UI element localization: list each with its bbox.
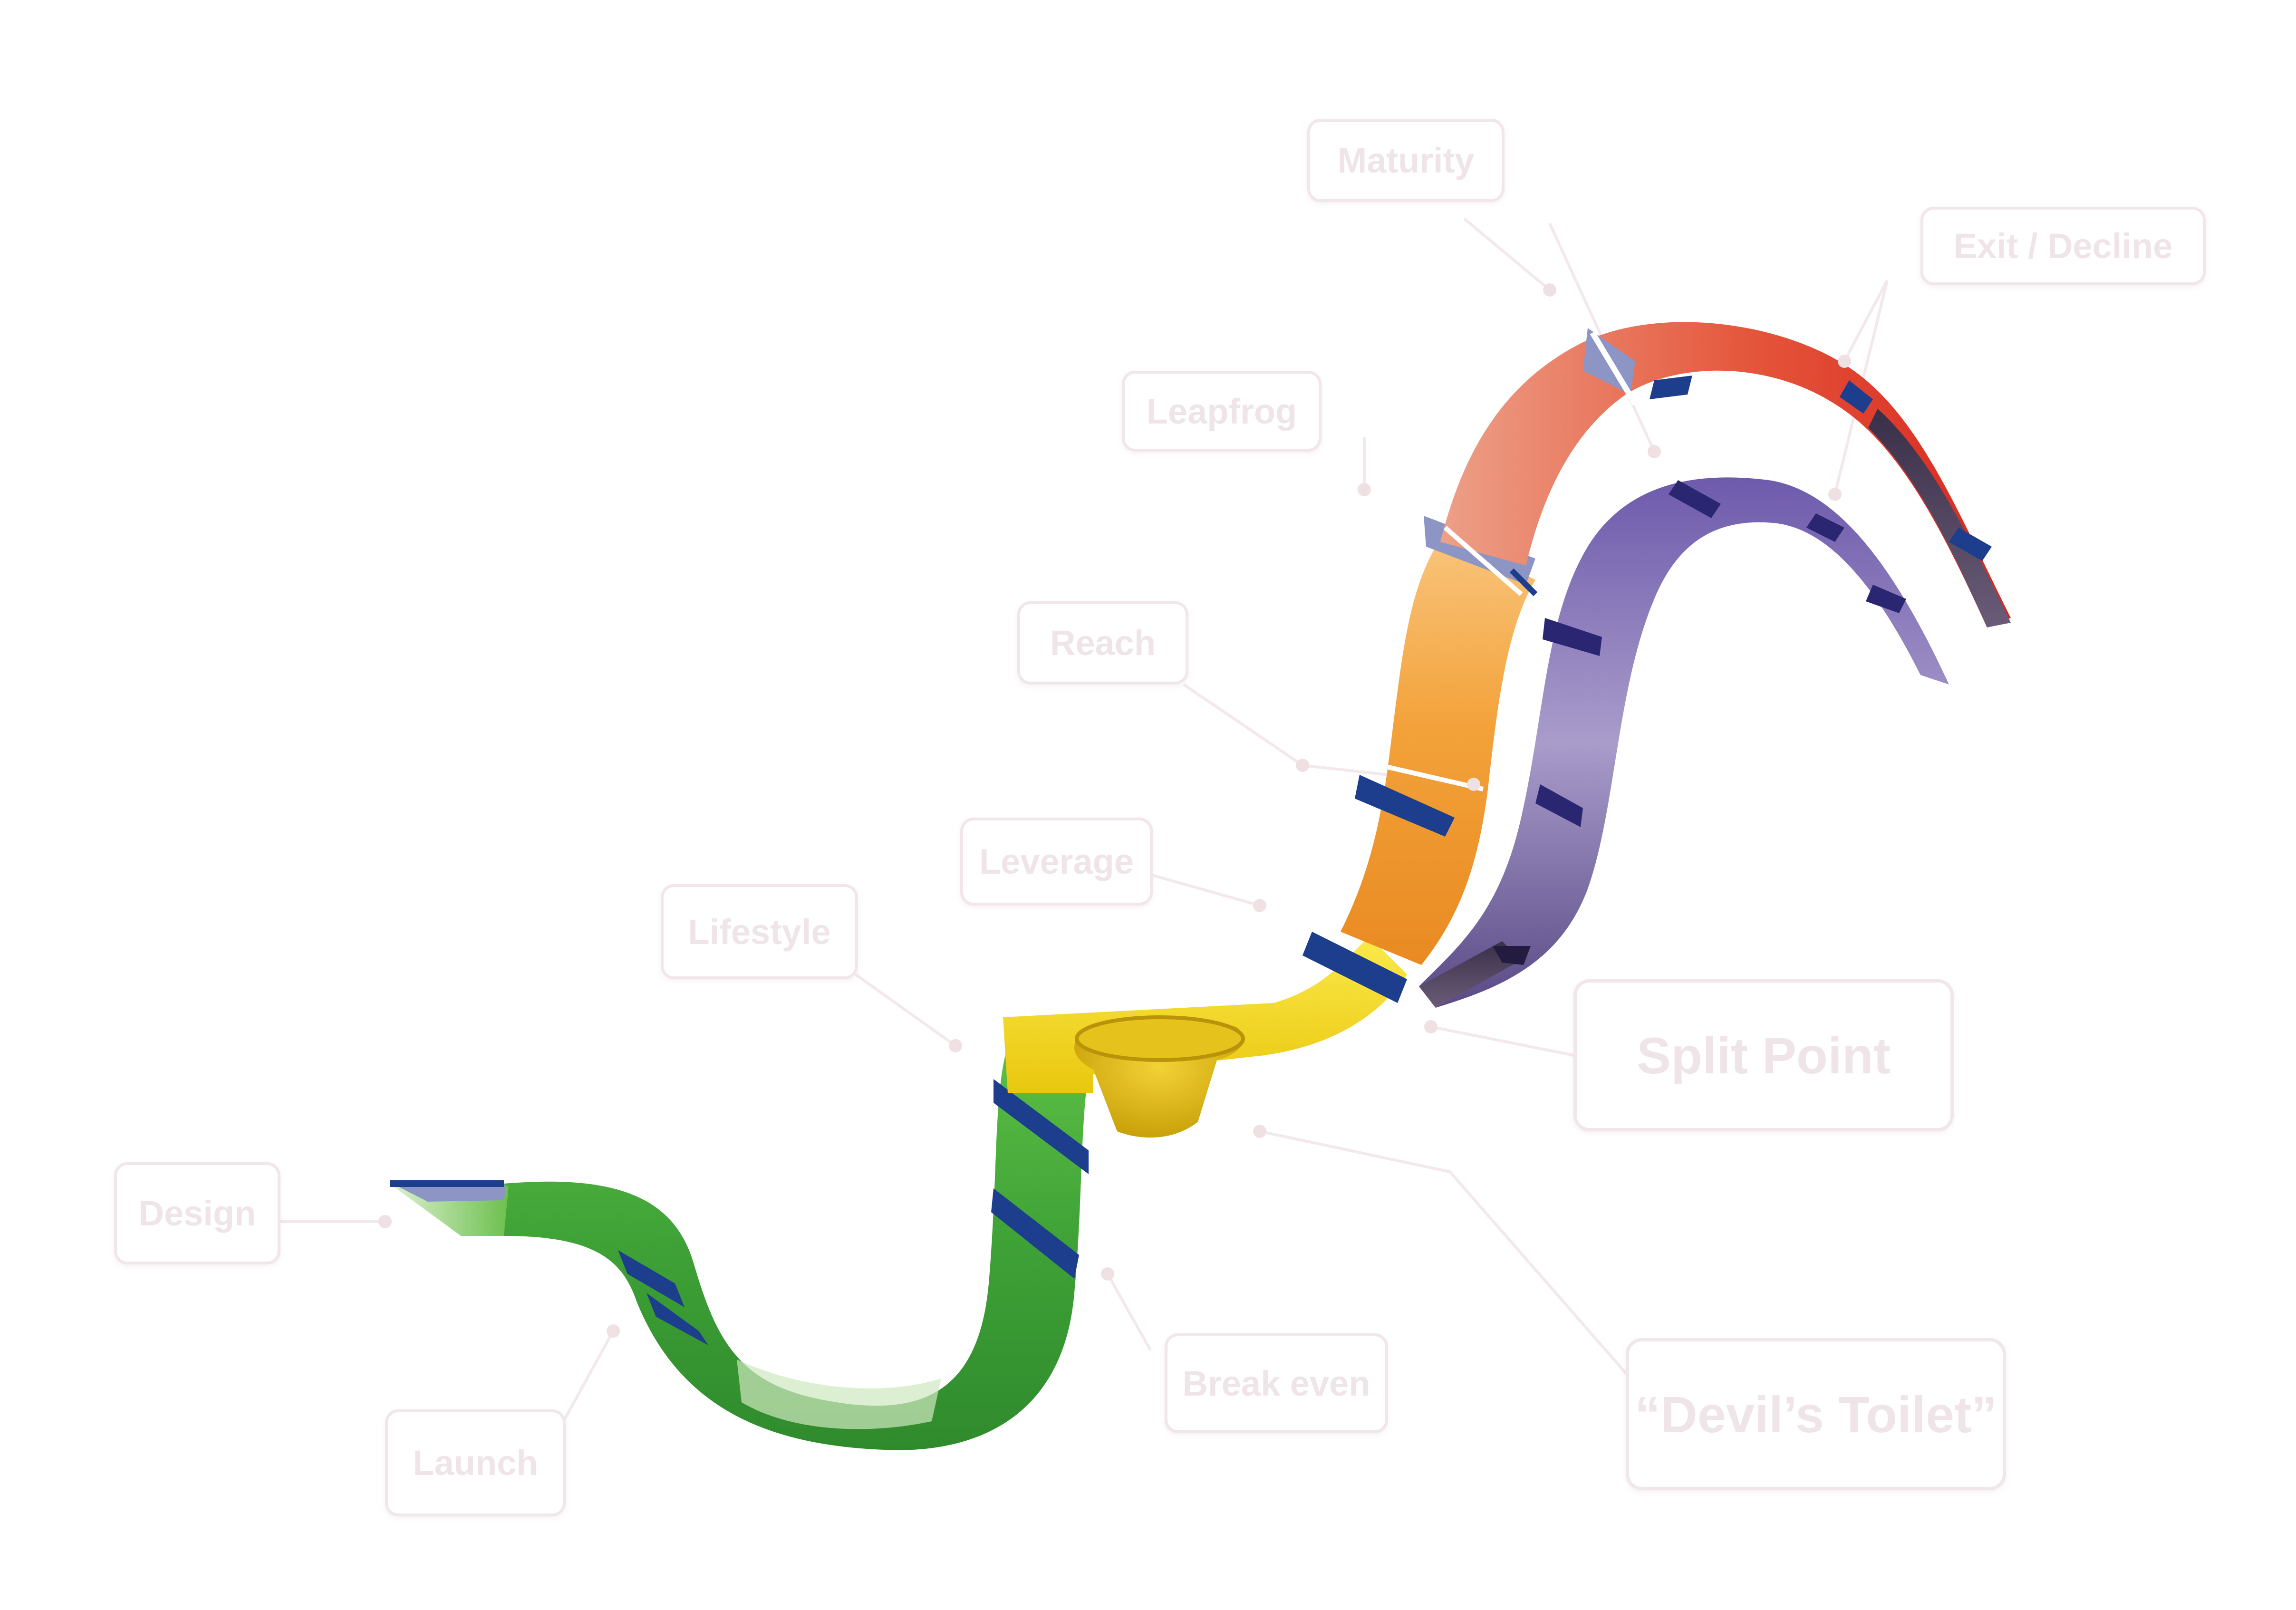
growth-ribbon [390,1046,1093,1450]
label-exit-decline: Exit / Decline [1920,207,2206,285]
label-maturity: Maturity [1307,119,1505,202]
label-split-point: Split Point [1573,979,1954,1131]
label-leverage: Leverage [960,818,1153,906]
label-break-even: Break even [1165,1333,1388,1433]
label-devils-toilet: “Devil’s Toilet” [1626,1338,2006,1490]
label-leapfrog: Leapfrog [1122,371,1322,452]
connector-dots [378,283,1851,1338]
maturity-section [1440,322,2011,627]
label-lifestyle: Lifestyle [661,884,858,979]
label-design: Design [114,1162,280,1264]
label-launch: Launch [385,1409,566,1516]
label-reach: Reach [1017,601,1188,684]
